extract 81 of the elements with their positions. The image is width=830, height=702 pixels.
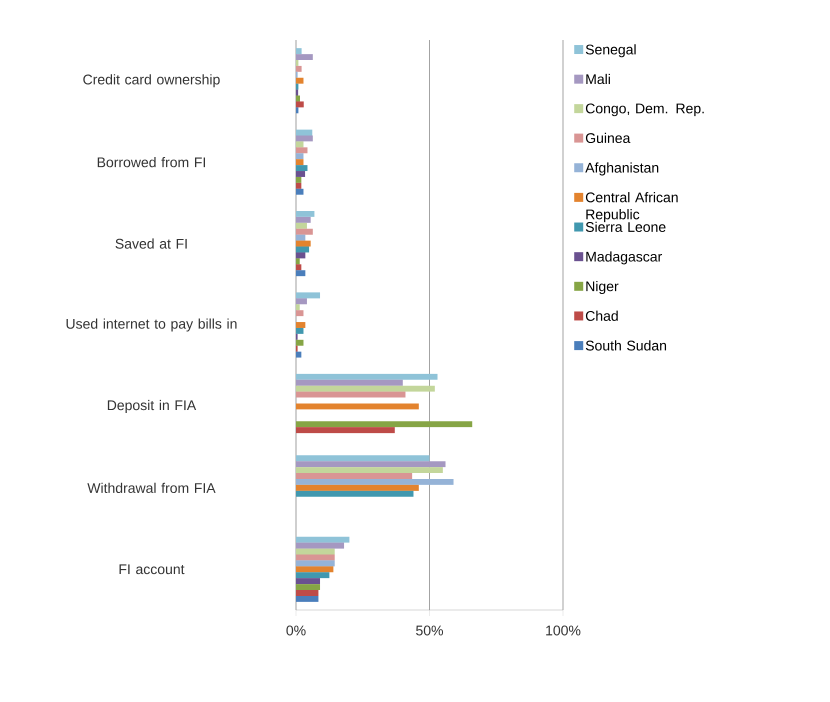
bar (296, 234, 306, 241)
bar (296, 298, 307, 304)
bar (296, 176, 302, 183)
bar (296, 66, 302, 72)
bar (296, 171, 306, 177)
bar (296, 78, 304, 84)
bar (296, 310, 304, 316)
bar (296, 264, 302, 270)
bar (296, 572, 330, 578)
bar (296, 490, 414, 497)
bar (296, 473, 412, 479)
bar (296, 48, 302, 54)
bar (296, 96, 300, 102)
legend-label: Sierra Leone (586, 222, 666, 232)
y-tick-label: Withdrawal from FIA (87, 482, 216, 494)
bar (296, 536, 350, 543)
bar (296, 455, 430, 462)
legend-label: Mali (586, 74, 610, 84)
bar (296, 584, 320, 590)
bar (296, 153, 304, 160)
legend-label: South Sudan (586, 340, 666, 351)
bar (296, 392, 406, 398)
bar (296, 596, 318, 602)
bar (296, 467, 443, 474)
bar (296, 403, 419, 410)
bar (296, 484, 419, 491)
bar (296, 566, 334, 572)
bar (296, 478, 454, 485)
bar (296, 270, 306, 276)
legend-label: Niger (586, 280, 618, 294)
y-tick-label: Credit card ownership (83, 74, 220, 88)
bar (296, 222, 307, 229)
legend-label: Madagascar (586, 251, 662, 264)
legend-label: Afghanistan (585, 162, 658, 176)
bar (296, 542, 344, 549)
bar (296, 292, 320, 298)
legend-label: Guinea (586, 132, 630, 144)
bar (296, 130, 312, 136)
legend-label: Central African Republic (586, 192, 678, 222)
bar (296, 548, 335, 554)
bar (296, 147, 308, 154)
bar (296, 560, 335, 566)
bar (296, 182, 302, 189)
y-tick-label: Used internet to pay bills in (66, 318, 237, 332)
y-tick-label: FI account (120, 564, 184, 574)
bar (296, 590, 318, 596)
bar (296, 188, 304, 195)
bar (296, 246, 310, 252)
bar (296, 427, 395, 434)
bar (296, 216, 311, 223)
y-tick-label: Borrowed from FI (98, 157, 206, 168)
bar (296, 322, 306, 328)
bar (296, 352, 302, 358)
bar (296, 258, 300, 264)
bar (296, 386, 435, 392)
legend-label: Senegal (586, 44, 636, 58)
x-tick-label: 100% (546, 626, 580, 636)
bar (296, 328, 304, 334)
x-tick-label: 50% (416, 626, 444, 636)
legend-label: Chad (586, 310, 618, 321)
bar (296, 578, 320, 584)
x-tick-label: 0% (286, 626, 306, 636)
bar (296, 461, 446, 468)
bar (296, 252, 306, 258)
bar (296, 165, 308, 172)
bar (296, 340, 304, 346)
y-tick-label: Saved at FI (116, 238, 187, 249)
bar (296, 211, 314, 217)
bar (296, 380, 403, 386)
bar (296, 159, 304, 166)
bar (296, 228, 313, 235)
bar (296, 141, 304, 148)
bar (296, 554, 335, 560)
bar (296, 240, 311, 247)
y-tick-label: Deposit in FIA (108, 400, 196, 413)
bar (296, 374, 438, 380)
bar (296, 101, 304, 108)
bar (296, 421, 472, 428)
legend-label: Congo, Dem. Rep. (586, 103, 704, 116)
bar (296, 136, 313, 142)
bar (296, 54, 313, 60)
